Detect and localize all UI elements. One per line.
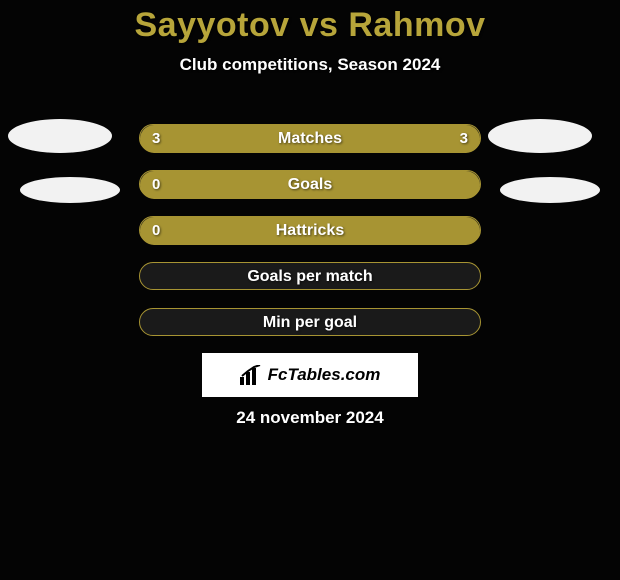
left-player-head (8, 119, 112, 153)
stat-row: Hattricks0 (139, 216, 481, 244)
page-title: Sayyotov vs Rahmov (0, 0, 620, 45)
stat-left-value: 0 (152, 217, 160, 245)
stat-right-value: 3 (460, 125, 468, 153)
snapshot-date: 24 november 2024 (0, 408, 620, 428)
stat-row: Min per goal (139, 308, 481, 336)
brand-chart-icon (240, 365, 262, 385)
page-subtitle: Club competitions, Season 2024 (0, 55, 620, 75)
stat-label: Matches (140, 125, 480, 153)
brand-box[interactable]: FcTables.com (202, 353, 418, 397)
right-player-head (488, 119, 592, 153)
stat-label: Min per goal (140, 309, 480, 337)
stat-row: Goals per match (139, 262, 481, 290)
right-player-body (500, 177, 600, 203)
stat-left-value: 3 (152, 125, 160, 153)
stat-left-value: 0 (152, 171, 160, 199)
page-root: Sayyotov vs Rahmov Club competitions, Se… (0, 0, 620, 580)
brand-text: FcTables.com (268, 365, 381, 385)
left-player-body (20, 177, 120, 203)
stat-row: Goals0 (139, 170, 481, 198)
stat-row: Matches3 3 (139, 124, 481, 152)
stats-rows: Matches33Goals0Hattricks0Goals per match… (139, 124, 481, 354)
stat-label: Goals per match (140, 263, 480, 291)
stat-label: Goals (140, 171, 480, 199)
stat-label: Hattricks (140, 217, 480, 245)
